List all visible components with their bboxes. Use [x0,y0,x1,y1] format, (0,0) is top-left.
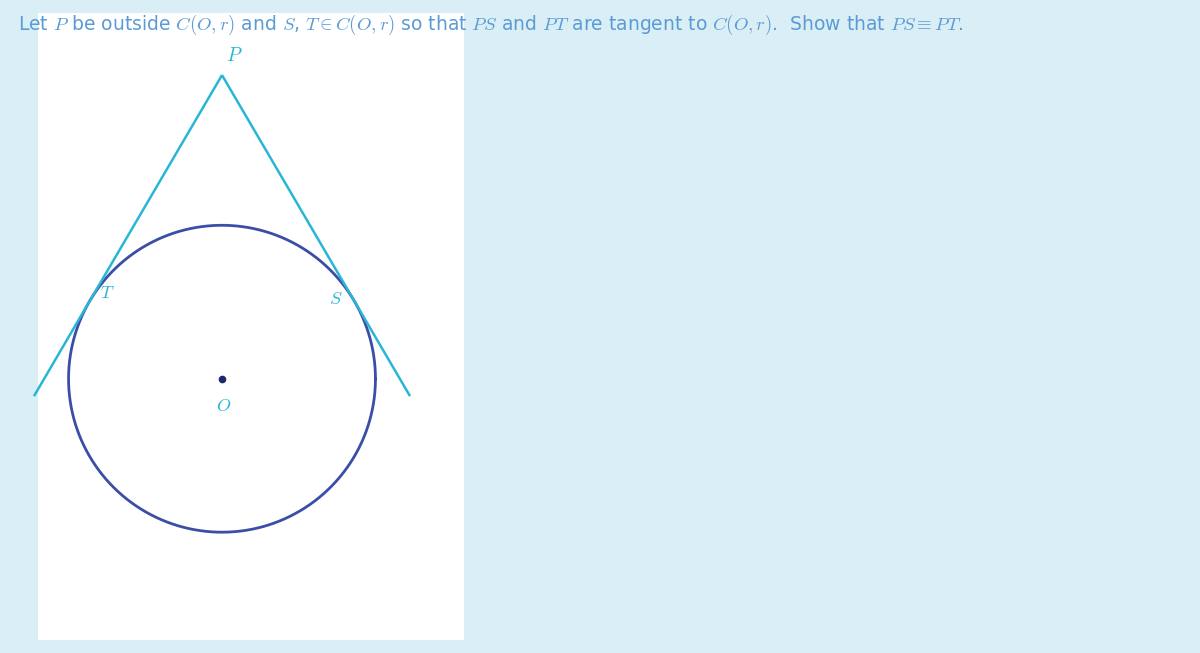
Text: $P$: $P$ [226,46,242,65]
Text: $S$: $S$ [329,290,342,308]
Text: Let $P$ be outside $C(O,r)$ and $S$, $T \in C(O,r)$ so that $PS$ and $PT$ are ta: Let $P$ be outside $C(O,r)$ and $S$, $T … [18,13,964,37]
FancyBboxPatch shape [38,13,464,640]
Text: $T$: $T$ [100,284,114,302]
Text: $O$: $O$ [216,397,232,415]
